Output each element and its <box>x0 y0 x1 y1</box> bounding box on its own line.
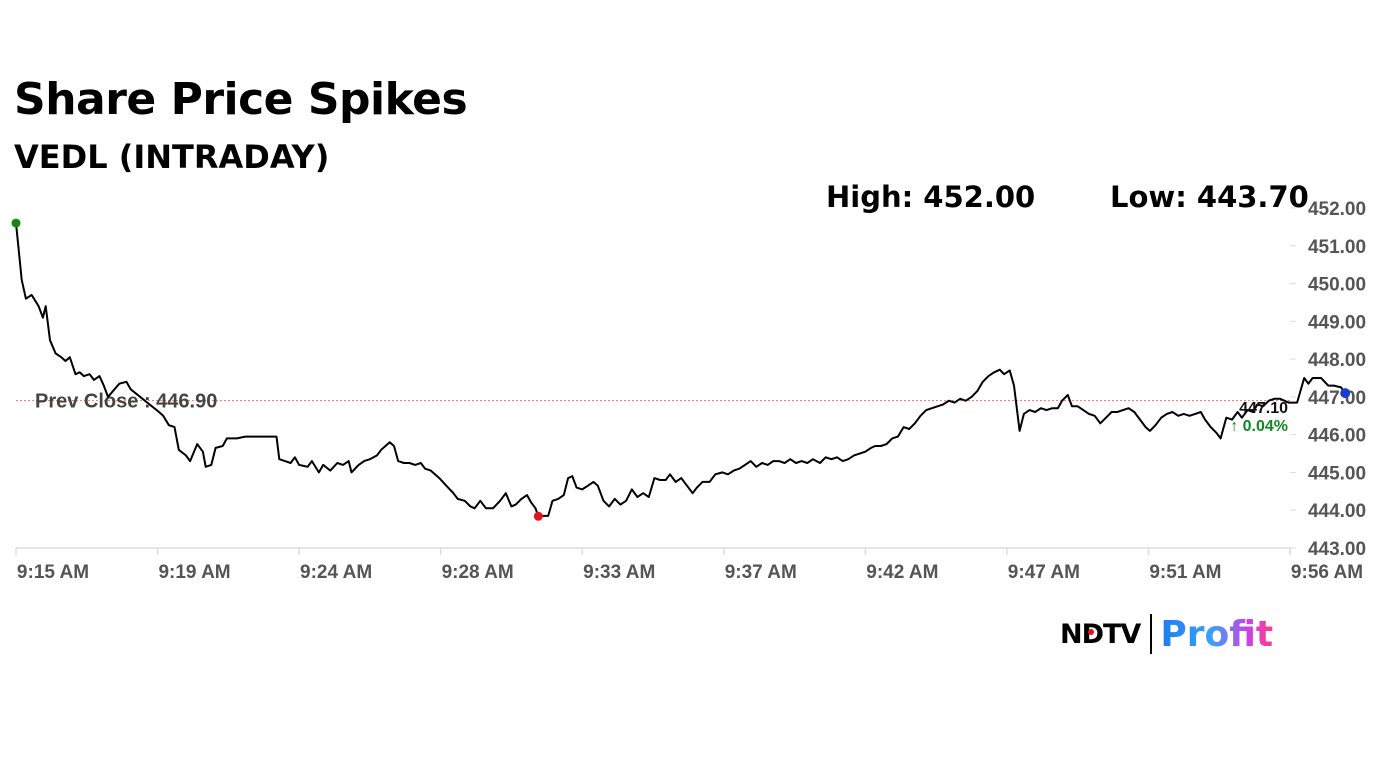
x-tick-label: 9:51 AM <box>1149 562 1221 583</box>
day-high-value: High: 452.00 <box>826 180 1036 214</box>
y-tick-label: 447.00 <box>1308 388 1366 409</box>
y-tick-label: 448.00 <box>1308 350 1366 371</box>
price-change-label: ↑ 0.04% <box>1230 418 1288 435</box>
chart-subtitle: VEDL (INTRADAY) <box>14 138 330 176</box>
low-point-marker <box>533 511 543 521</box>
y-tick-label: 451.00 <box>1308 237 1366 258</box>
y-tick-label: 452.00 <box>1308 199 1366 220</box>
x-tick-label: 9:33 AM <box>583 562 655 583</box>
x-tick-label: 9:28 AM <box>442 562 514 583</box>
y-tick-label: 450.00 <box>1308 275 1366 296</box>
y-tick-label: 445.00 <box>1308 463 1366 484</box>
x-tick-label: 9:56 AM <box>1291 562 1363 583</box>
x-tick-label: 9:47 AM <box>1008 562 1080 583</box>
day-low-value: Low: 443.70 <box>1110 180 1309 214</box>
ndtv-profit-logo: NDTV Profit <box>1060 612 1273 656</box>
prev-close-label: Prev Close : 446.90 <box>35 391 217 413</box>
y-tick-label: 446.00 <box>1308 426 1366 447</box>
y-axis-ticks: 452.00 451.00 450.00 449.00 448.00 447.00 446.… <box>1290 199 1366 560</box>
logo-divider <box>1150 614 1153 654</box>
x-tick-label: 9:24 AM <box>300 562 372 583</box>
y-tick-label: 449.00 <box>1308 312 1366 333</box>
ndtv-wordmark: NDTV <box>1060 618 1141 650</box>
last-price-label: 447.10 <box>1239 400 1288 417</box>
profit-wordmark: Profit <box>1160 613 1274 655</box>
x-tick-label: 9:19 AM <box>158 562 230 583</box>
price-series-line <box>15 222 1347 518</box>
high-point-marker <box>11 218 21 228</box>
y-tick-label: 443.00 <box>1308 539 1366 560</box>
x-tick-label: 9:42 AM <box>866 562 938 583</box>
x-tick-label: 9:37 AM <box>725 562 797 583</box>
chart-title: Share Price Spikes <box>14 74 468 125</box>
y-tick-label: 444.00 <box>1308 501 1366 522</box>
logo-red-dot <box>1088 629 1094 635</box>
last-price-marker <box>1340 388 1351 399</box>
x-axis-ticks: 9:15 AM 9:19 AM 9:24 AM 9:28 AM 9:33 AM 9:37 … <box>15 548 1363 583</box>
x-tick-label: 9:15 AM <box>17 562 89 583</box>
